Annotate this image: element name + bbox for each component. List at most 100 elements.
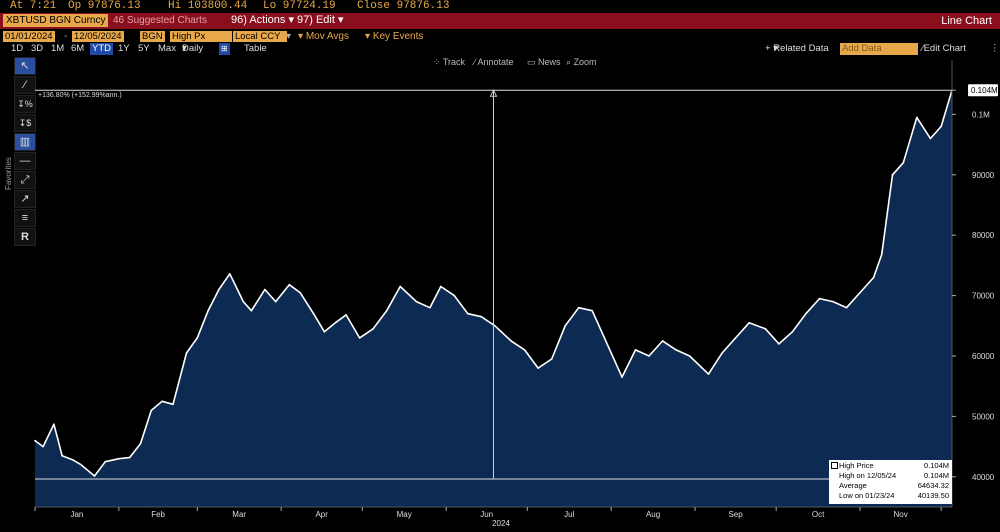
x-tick-label: Oct [812, 510, 825, 519]
dollar-icon[interactable]: ↧$ [14, 114, 36, 132]
area-fill [35, 90, 952, 507]
data-point [161, 400, 163, 403]
data-point [229, 273, 231, 275]
data-point [494, 325, 496, 327]
data-point [264, 288, 266, 291]
end-date-field[interactable]: 12/05/2024 [72, 31, 124, 42]
text-icon[interactable]: R [14, 228, 36, 246]
time-label: At 7:21 [10, 0, 57, 12]
x-tick-label: Jul [564, 510, 574, 519]
data-point [61, 454, 63, 457]
x-tick-label: Sep [728, 510, 743, 519]
data-point [358, 337, 361, 339]
data-point [172, 403, 174, 406]
zoom-tool[interactable]: ⌕ Zoom [566, 57, 597, 67]
period-max[interactable]: Max [158, 43, 176, 54]
frequency-selector[interactable]: Daily ▾ [182, 43, 204, 54]
data-point [734, 337, 737, 339]
ticker-field[interactable]: XBTUSD BGN Curncy [3, 14, 109, 27]
data-point [707, 373, 710, 375]
y-axis: 40000 50000 60000 70000 80000 90000 0.1M 0.104M [951, 60, 998, 507]
controls-bar: 01/01/2024 - 12/05/2024 BGN High Px Loca… [0, 30, 1000, 43]
legend-row: Low on 01/23/24 40139.50 [839, 491, 949, 500]
data-point [440, 285, 442, 288]
x-tick-label: Nov [893, 510, 907, 519]
add-data-field[interactable]: Add Data [840, 43, 918, 55]
data-point [818, 297, 821, 300]
cursor-icon[interactable]: ↖ [14, 57, 36, 75]
data-point [104, 460, 107, 463]
period-6m[interactable]: 6M [71, 43, 85, 54]
edit-menu[interactable]: 97) Edit ▾ [297, 14, 344, 26]
source-field[interactable]: BGN [140, 31, 165, 42]
y-tick-label: 50000 [972, 412, 995, 421]
x-axis-label: 2024 [492, 519, 510, 528]
table-button[interactable]: Table [244, 43, 267, 54]
chevron-down-icon[interactable]: ▾ [286, 31, 292, 42]
legend-checkbox[interactable] [831, 462, 838, 469]
track-tool[interactable]: ⁘ Track [433, 57, 466, 67]
pencil-icon[interactable]: ∕ [14, 76, 36, 94]
data-point [929, 137, 932, 140]
high-label: Hi 103800.44 [168, 0, 248, 12]
data-point [748, 322, 750, 324]
data-point [661, 340, 664, 342]
key-events-button[interactable]: ▾ Key Events [365, 31, 424, 42]
data-point [872, 276, 875, 279]
bar-select-icon[interactable]: ▥ [14, 133, 36, 151]
data-point [250, 309, 253, 312]
data-point [940, 125, 942, 128]
fib-icon[interactable]: ≡ [14, 209, 36, 227]
data-point [299, 291, 301, 294]
close-label: Close 97876.13 [357, 0, 450, 12]
data-point [274, 300, 277, 303]
x-tick-label: May [397, 510, 412, 519]
plot-area [34, 89, 953, 507]
news-tool[interactable]: ▭ News [527, 57, 561, 67]
data-point [288, 283, 291, 286]
data-point [399, 285, 402, 288]
edit-chart-button[interactable]: ⁄ Edit Chart [922, 43, 966, 54]
percent-icon[interactable]: ↧% [14, 95, 36, 113]
period-ytd[interactable]: YTD [90, 43, 113, 55]
horizontal-line-icon[interactable]: — [14, 152, 36, 170]
table-icon[interactable]: ⊞ [219, 43, 230, 55]
field-selector[interactable]: High Px [170, 31, 232, 42]
data-point [845, 306, 848, 309]
annotate-tool[interactable]: ∕ Annotate [474, 57, 514, 67]
period-3d[interactable]: 3D [31, 43, 44, 54]
period-1d[interactable]: 1D [11, 43, 24, 54]
period-1m[interactable]: 1M [51, 43, 65, 54]
y-tick-label: 60000 [972, 352, 995, 361]
y-tick-label: 70000 [972, 292, 995, 301]
ray-line-icon[interactable]: ↗ [14, 190, 36, 208]
data-point [53, 423, 55, 426]
data-point [859, 291, 861, 294]
actions-menu[interactable]: 96) Actions ▾ [231, 14, 294, 26]
x-tick-label: Mar [232, 510, 246, 519]
mov-avgs-button[interactable]: ▾ Mov Avgs [298, 31, 349, 42]
x-tick-label: Aug [646, 510, 660, 519]
start-date-field[interactable]: 01/01/2024 [3, 31, 55, 42]
x-tick-label: Jan [70, 510, 83, 519]
period-bar: 1D 3D 1M 6M YTD 1Y 5Y Max Daily ▾ ⊞ Tabl… [0, 43, 1000, 55]
related-data-button[interactable]: + Related Data ▾ [765, 43, 829, 54]
data-point [764, 328, 767, 330]
data-point [832, 300, 834, 303]
x-tick-label: Jun [480, 510, 493, 519]
data-point [510, 340, 512, 342]
data-point [72, 459, 74, 461]
period-1y[interactable]: 1Y [118, 43, 130, 54]
more-options-icon[interactable]: ⋮ [990, 43, 1000, 54]
open-label: Op 97876.13 [68, 0, 141, 12]
data-point [577, 306, 580, 309]
suggested-charts-menu[interactable]: 46 Suggested Charts [113, 15, 207, 26]
trend-line-icon[interactable]: ⤢ [14, 171, 36, 189]
period-5y[interactable]: 5Y [138, 43, 150, 54]
currency-selector[interactable]: Local CCY [233, 31, 287, 42]
legend-row: Average 64634.32 [839, 481, 949, 490]
data-point [916, 116, 918, 119]
data-point [621, 376, 623, 378]
data-point [550, 358, 553, 360]
